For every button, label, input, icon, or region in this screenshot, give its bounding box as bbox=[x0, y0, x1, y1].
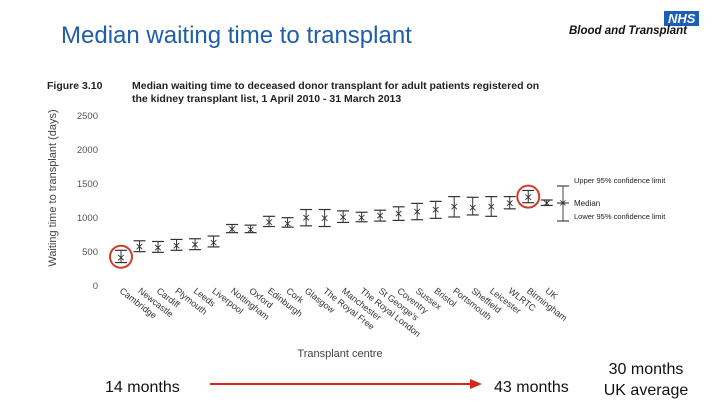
median-marker: × bbox=[505, 197, 514, 210]
median-marker: × bbox=[524, 191, 533, 204]
centre-point: × bbox=[466, 196, 479, 216]
median-marker: × bbox=[209, 236, 218, 249]
centre-point: × bbox=[300, 208, 313, 227]
legend-median-label: Median bbox=[574, 199, 600, 208]
median-marker: × bbox=[320, 212, 329, 225]
centre-point: × bbox=[207, 235, 220, 249]
centre-point: × bbox=[170, 238, 183, 252]
median-marker: × bbox=[264, 215, 273, 228]
figure-label: Figure 3.10 bbox=[47, 80, 103, 92]
centre-point: × bbox=[133, 240, 146, 253]
median-marker: × bbox=[227, 223, 236, 236]
centre-point: × bbox=[411, 202, 424, 221]
y-tick-label: 2000 bbox=[77, 145, 98, 156]
centre-point: × bbox=[540, 197, 553, 210]
centre-point: × bbox=[109, 244, 133, 269]
progress-arrow-head bbox=[470, 379, 482, 389]
legend: Upper 95% confidence limit Median Lower … bbox=[557, 176, 666, 222]
centre-point: × bbox=[318, 208, 331, 228]
centre-point: × bbox=[516, 184, 541, 209]
y-axis: 0 500 1000 1500 2000 2500 bbox=[77, 111, 98, 292]
centre-point: × bbox=[374, 209, 387, 222]
centre-point: × bbox=[189, 238, 202, 251]
centre-point: × bbox=[392, 206, 405, 221]
x-axis-tick-labels: CambridgeNewcastleCardiffPlymouthLeedsLi… bbox=[118, 286, 569, 339]
data-points: × × × × × × × × × × × × × × × × × × × × × × × × bbox=[109, 184, 553, 269]
y-tick-label: 500 bbox=[82, 247, 98, 258]
nhs-logo-badge: NHS bbox=[664, 11, 700, 26]
median-marker: × bbox=[172, 239, 181, 252]
centre-point: × bbox=[503, 196, 516, 210]
centre-point: × bbox=[226, 223, 239, 236]
y-axis-label: Waiting time to transplant (days) bbox=[47, 109, 59, 266]
median-marker: × bbox=[190, 238, 199, 251]
slide-title: Median waiting time to transplant bbox=[61, 22, 412, 49]
centre-point: × bbox=[152, 240, 165, 254]
median-marker: × bbox=[116, 251, 125, 264]
median-marker: × bbox=[431, 203, 440, 216]
bottom-left-label: 14 months bbox=[105, 379, 180, 396]
highlight-circle bbox=[109, 244, 133, 269]
median-marker: × bbox=[135, 240, 144, 253]
figure-caption: Median waiting time to deceased donor tr… bbox=[132, 80, 540, 105]
x-axis-label: Transplant centre bbox=[297, 348, 382, 360]
median-marker: × bbox=[301, 211, 310, 224]
bottom-right-line2: UK average bbox=[603, 382, 689, 399]
median-marker: × bbox=[468, 201, 477, 214]
median-marker: × bbox=[246, 223, 255, 236]
median-marker: × bbox=[153, 241, 162, 254]
centre-point: × bbox=[448, 196, 461, 218]
centre-point: × bbox=[355, 211, 368, 224]
median-marker: × bbox=[450, 200, 459, 213]
legend-lower-label: Lower 95% confidence limit bbox=[574, 212, 666, 221]
median-marker: × bbox=[339, 211, 348, 224]
y-tick-label: 1500 bbox=[77, 179, 98, 190]
legend-median-mark: × bbox=[559, 198, 567, 209]
y-tick-label: 0 bbox=[93, 281, 98, 292]
bottom-right-line1: 30 months bbox=[608, 361, 684, 378]
median-marker: × bbox=[413, 205, 422, 218]
median-marker: × bbox=[542, 197, 551, 210]
median-marker: × bbox=[376, 209, 385, 222]
centre-point: × bbox=[429, 200, 442, 219]
median-marker: × bbox=[357, 211, 366, 224]
y-tick-label: 2500 bbox=[77, 111, 98, 122]
centre-point: × bbox=[485, 196, 498, 217]
median-marker: × bbox=[394, 207, 403, 220]
highlight-circle bbox=[516, 184, 541, 209]
logo-text: Blood and Transplant bbox=[569, 25, 687, 37]
centre-point: × bbox=[263, 215, 276, 228]
centre-point: × bbox=[244, 223, 257, 236]
bottom-mid-label: 43 months bbox=[494, 379, 569, 396]
y-tick-label: 1000 bbox=[77, 213, 98, 224]
median-marker: × bbox=[283, 217, 292, 230]
legend-upper-label: Upper 95% confidence limit bbox=[574, 176, 666, 185]
bottom-right-label: 30 months UK average bbox=[598, 359, 694, 401]
centre-point: × bbox=[281, 217, 294, 230]
centre-point: × bbox=[337, 210, 350, 224]
median-marker: × bbox=[487, 200, 496, 213]
